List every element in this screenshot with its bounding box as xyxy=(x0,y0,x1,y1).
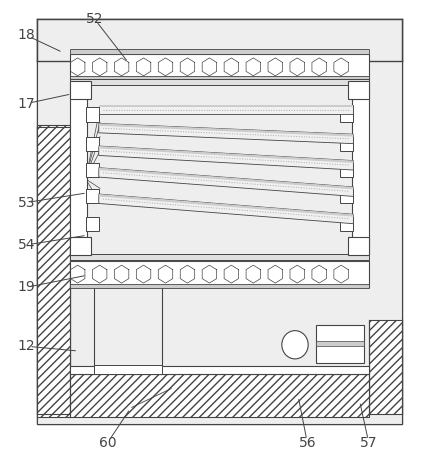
Bar xyxy=(315,325,364,363)
Bar xyxy=(85,189,99,203)
Bar xyxy=(70,79,368,85)
Bar xyxy=(94,365,162,374)
Bar xyxy=(85,163,99,177)
Polygon shape xyxy=(99,105,353,114)
Bar xyxy=(94,287,162,366)
Bar xyxy=(85,217,99,231)
Bar xyxy=(70,254,368,260)
Bar xyxy=(347,237,368,255)
Bar xyxy=(70,257,368,261)
Text: 17: 17 xyxy=(18,97,35,111)
Bar xyxy=(70,81,91,99)
Bar xyxy=(339,137,353,151)
Text: 18: 18 xyxy=(18,28,35,42)
Bar xyxy=(70,237,91,255)
Text: 60: 60 xyxy=(99,436,116,450)
Text: 53: 53 xyxy=(18,195,35,210)
Polygon shape xyxy=(99,105,353,107)
Bar xyxy=(85,107,99,122)
Polygon shape xyxy=(99,194,353,217)
Polygon shape xyxy=(99,123,353,144)
Polygon shape xyxy=(99,123,353,137)
Text: 57: 57 xyxy=(359,436,377,450)
Polygon shape xyxy=(99,168,353,189)
Bar xyxy=(37,125,70,417)
Bar xyxy=(70,366,368,374)
Circle shape xyxy=(281,331,307,359)
Bar xyxy=(351,84,368,254)
Bar xyxy=(347,81,368,99)
Polygon shape xyxy=(99,168,353,196)
Bar xyxy=(85,137,99,151)
Text: 12: 12 xyxy=(18,339,35,353)
Bar xyxy=(37,127,70,414)
Bar xyxy=(315,341,364,346)
Bar xyxy=(339,163,353,177)
Bar xyxy=(70,374,368,417)
Polygon shape xyxy=(99,194,353,224)
Bar xyxy=(37,19,401,424)
Bar xyxy=(70,261,368,287)
Bar xyxy=(70,84,87,254)
Polygon shape xyxy=(37,19,401,424)
Text: 52: 52 xyxy=(85,12,103,26)
Polygon shape xyxy=(99,146,353,170)
Text: 54: 54 xyxy=(18,238,35,252)
Bar xyxy=(70,54,368,80)
Bar xyxy=(339,107,353,122)
Bar xyxy=(70,49,368,54)
Bar xyxy=(70,284,368,288)
Text: 56: 56 xyxy=(298,436,315,450)
Bar xyxy=(70,76,368,81)
Bar xyxy=(339,217,353,231)
Polygon shape xyxy=(99,146,353,163)
Text: 19: 19 xyxy=(18,280,35,294)
Bar xyxy=(339,189,353,203)
Bar xyxy=(368,320,401,414)
